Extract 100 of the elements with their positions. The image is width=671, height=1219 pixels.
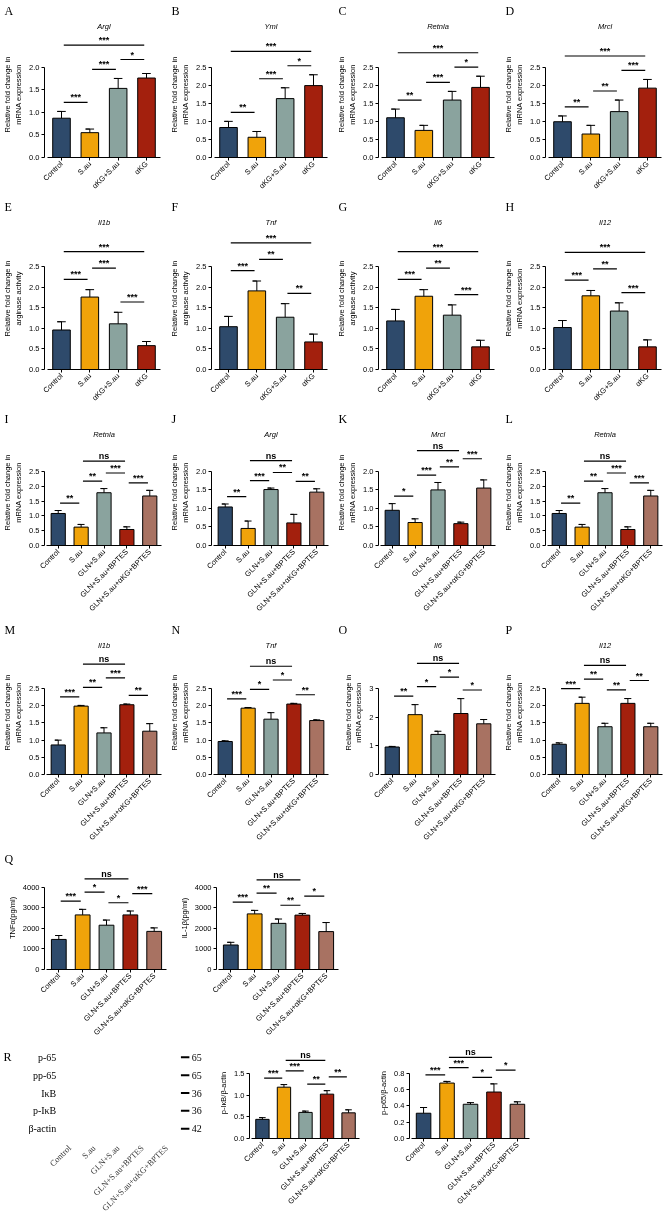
annotation: ** [312,1074,321,1085]
text: ns [432,440,444,451]
chart-title: H [505,199,515,214]
annotation: *** [110,463,122,473]
text: * [297,55,302,66]
annotation: ** [239,102,247,113]
category-label: 65 [191,1069,202,1081]
annotation: *** [231,688,243,699]
annotation: * [470,680,475,691]
chart-title: P [505,622,513,637]
annotation: ** [590,471,598,482]
category-label: p-IκB [32,1105,57,1117]
text: ns [599,655,611,666]
annotation: ** [573,96,581,107]
annotation: ** [301,471,310,482]
text: ns [98,451,110,462]
chart-title: M [4,622,16,637]
chart-title: F [171,199,179,214]
chart-title: E [4,199,12,214]
annotation: ** [89,471,97,482]
annotation: * [401,486,406,497]
annotation: *** [611,463,623,473]
text: ** [89,677,97,688]
annotation: *** [565,678,577,689]
text: * [424,676,429,687]
annotation: *** [65,891,77,902]
annotation: *** [137,883,149,894]
annotation: ** [233,486,241,497]
text: *** [265,41,277,52]
annotation: *** [421,465,433,476]
text: *** [599,242,611,253]
text: * [130,49,135,60]
annotation: *** [634,472,646,483]
annotation: *** [98,59,110,70]
annotation: ** [567,493,575,504]
annotation: *** [461,284,473,295]
annotation: *** [64,686,76,697]
text: ns [265,450,277,461]
annotation: *** [70,92,82,103]
annotation: ** [400,686,408,697]
text: *** [98,241,110,252]
category-label: 36 [191,1087,202,1099]
text: ns [300,1050,311,1061]
text: *** [98,35,110,46]
annotation: ** [406,90,414,101]
chart-title: J [171,411,177,426]
text: * [464,57,469,68]
text: *** [453,1057,465,1068]
chart-title: B [171,3,180,18]
chart-title: O [338,622,348,637]
annotation: * [312,886,317,897]
annotation: *** [404,269,416,280]
annotation: * [92,882,97,893]
annotation: *** [571,270,583,281]
text: ** [590,669,598,680]
category-label: 42 [191,1123,202,1135]
annotation: *** [430,1064,442,1075]
chart-title: Q [4,851,14,866]
text: * [503,1060,508,1071]
annotation: ** [601,81,609,92]
text: ns [101,868,112,879]
annotation: ** [601,258,609,269]
annotation: *** [237,892,249,903]
annotation: *** [628,60,640,71]
chart-title: C [338,3,347,18]
annotation: *** [133,472,145,483]
annotation: *** [98,258,110,269]
annotation: ** [295,283,304,294]
annotation: *** [432,72,444,83]
annotation: ** [334,1066,342,1077]
text: *** [265,232,277,243]
annotation: ** [612,679,621,690]
category-label: pp-65 [32,1069,57,1081]
text: ns [273,869,284,880]
text: ns [465,1047,476,1058]
annotation: ** [134,685,143,696]
text: ** [635,670,644,681]
annotation: *** [127,292,139,302]
annotation: *** [237,260,249,271]
chart-title: L [505,411,513,426]
text: *** [467,448,479,459]
annotation: *** [267,1068,279,1079]
text: ns [432,653,444,664]
chart-title: A [4,3,14,18]
text: ns [98,654,110,665]
annotation: *** [265,68,277,79]
annotation: *** [628,282,640,293]
chart-title: I [4,411,9,426]
chart-title: D [505,3,515,18]
annotation: * [257,679,262,690]
text: ** [445,456,454,467]
text: * [280,670,285,680]
category-label: IκB [41,1087,57,1099]
category-label: 65 [191,1051,202,1063]
text: ** [267,249,275,260]
text: *** [110,667,122,678]
annotation: ** [301,684,310,695]
annotation: ** [278,462,287,473]
text: *** [432,241,444,252]
category-label: β-actin [28,1123,57,1135]
